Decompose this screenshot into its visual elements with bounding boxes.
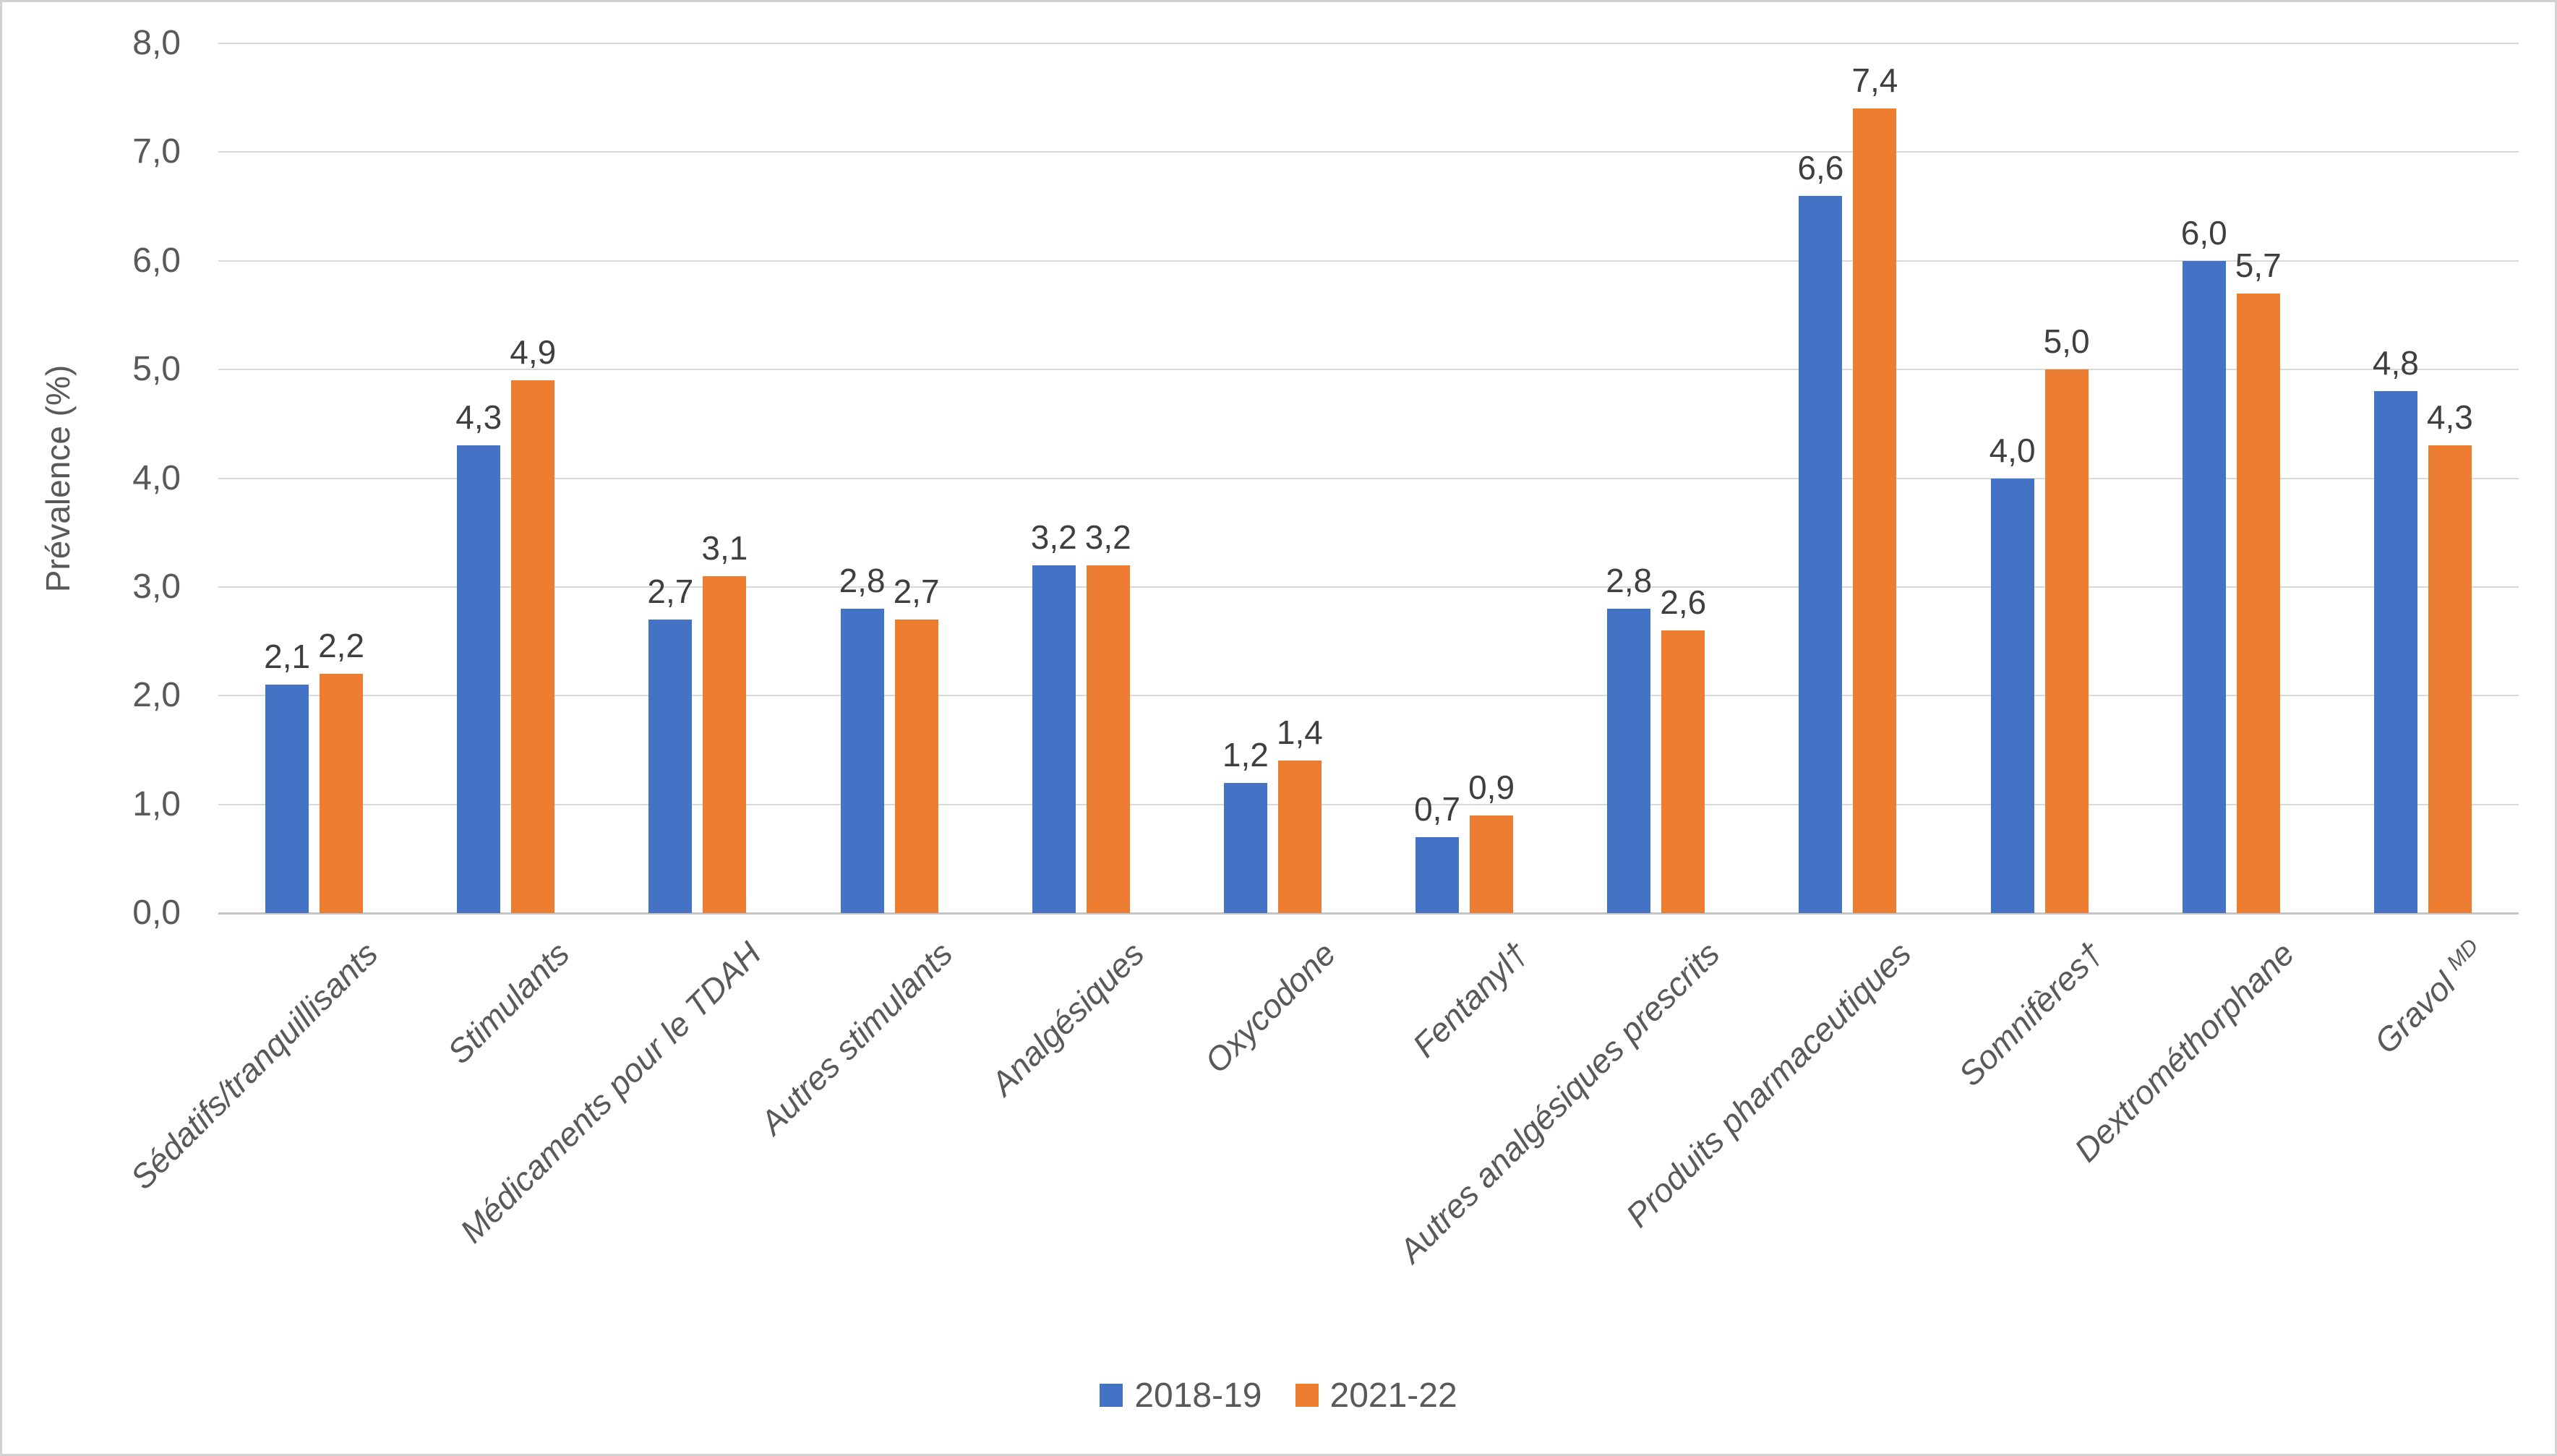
data-label: 1,2 [1222,735,1269,774]
gridline [218,260,2519,262]
bar-2021-22 [1853,108,1897,913]
data-label: 3,1 [701,528,748,567]
bar-2018-19 [1415,836,1460,913]
bar-2021-22 [1086,565,1130,913]
bar-2018-19 [840,608,884,913]
y-tick-label: 6,0 [132,241,181,280]
bar-2021-22 [1661,630,1705,913]
legend-label: 2018-19 [1134,1376,1262,1415]
data-label: 0,9 [1468,768,1515,806]
bar-2021-22 [511,380,555,913]
bar-2021-22 [1277,761,1322,913]
bar-2018-19 [2182,260,2226,913]
y-tick-label: 3,0 [132,567,181,606]
data-label: 2,6 [1660,583,1707,622]
y-tick-label: 7,0 [132,132,181,171]
y-tick-label: 4,0 [132,458,181,497]
data-label: 2,8 [1606,561,1653,599]
legend-label: 2021-22 [1329,1376,1457,1415]
y-tick-label: 2,0 [132,676,181,715]
gridline [218,803,2519,805]
bar-2018-19 [1607,608,1651,913]
data-label: 4,8 [2372,344,2419,382]
legend: 2018-19 2021-22 [0,1372,2557,1418]
gridline [218,43,2519,44]
bar-2021-22 [1470,815,1514,913]
legend-item: 2021-22 [1295,1376,1457,1416]
y-tick-label: 5,0 [132,350,181,389]
data-label: 6,0 [2180,213,2227,252]
data-label: 2,7 [647,573,694,610]
data-label: 5,0 [2043,322,2090,361]
bar-2018-19 [1032,565,1076,913]
data-label: 7,4 [1851,61,1898,100]
bar-2018-19 [265,685,309,913]
bar-2018-19 [648,620,693,913]
y-tick-label: 1,0 [132,784,181,823]
gridline [218,477,2519,479]
data-label: 4,9 [510,333,557,372]
gridline [218,151,2519,153]
bar-2021-22 [2428,445,2472,913]
data-label: 4,3 [455,398,502,437]
x-axis-line [218,912,2519,915]
data-label: 4,3 [2426,398,2473,437]
data-label: 2,7 [893,573,940,610]
y-tick-label: 8,0 [132,24,181,62]
data-label: 3,2 [1030,518,1077,556]
bar-2018-19 [1799,195,1843,913]
data-label: 5,7 [2235,246,2282,284]
bar-2018-19 [2373,391,2417,913]
gridline [218,586,2519,588]
bar-2018-19 [457,445,501,913]
data-label: 2,2 [318,627,365,665]
plot-area: 2,1 2,2 4,3 4,9 2,7 3,1 2,8 2,7 3,2 3,2 1,2 1,4 0,7 0… [218,43,2519,915]
legend-item: 2018-19 [1100,1376,1262,1416]
gridline [218,695,2519,697]
bar-2021-22 [894,620,938,913]
data-label: 0,7 [1414,789,1461,828]
legend-swatch [1295,1384,1319,1407]
data-label: 1,4 [1276,714,1323,752]
legend-swatch [1100,1384,1123,1407]
data-label: 2,1 [264,638,311,676]
bar-2021-22 [2236,293,2280,913]
y-tick-label: 0,0 [132,894,181,932]
bar-2021-22 [703,575,747,913]
bar-2021-22 [320,674,364,913]
bar-2018-19 [1990,478,2034,913]
data-label: 4,0 [1989,431,2036,469]
bar-2018-19 [1223,782,1267,913]
data-label: 3,2 [1084,518,1131,556]
gridline [218,369,2519,371]
data-label: 6,6 [1797,148,1844,187]
data-label: 2,8 [839,561,886,599]
bar-2021-22 [2044,369,2089,913]
